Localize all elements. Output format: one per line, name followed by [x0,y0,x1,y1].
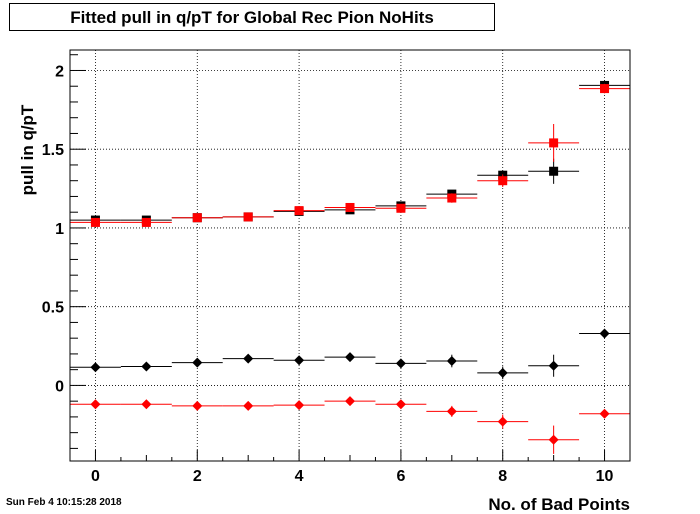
data-point-square [396,203,406,213]
data-point-square [294,206,304,216]
data-point-diamond [446,406,457,417]
data-point-diamond [395,358,406,369]
data-point-square [498,176,508,186]
data-point-square [600,84,610,94]
data-point-diamond [192,400,203,411]
data-point-diamond [446,356,457,367]
data-point-diamond [294,355,305,366]
data-point-diamond [243,353,254,364]
data-point-square [549,166,559,176]
data-point-square [141,217,151,227]
data-point-diamond [141,399,152,410]
x-tick-label: 6 [396,468,405,485]
y-tick-label: 2 [55,63,64,80]
timestamp: Sun Feb 4 10:15:28 2018 [6,497,122,508]
x-tick-label: 4 [295,468,304,485]
chart-title: Fitted pull in q/pT for Global Rec Pion … [70,8,434,27]
data-point-square [243,212,253,222]
data-point-square [549,138,559,148]
data-point-diamond [395,399,406,410]
data-point-diamond [90,399,101,410]
x-tick-label: 8 [498,468,507,485]
data-point-diamond [345,352,355,363]
data-point-diamond [548,360,559,371]
data-point-diamond [243,400,254,411]
chart-title-box: Fitted pull in q/pT for Global Rec Pion … [9,3,495,31]
data-point-diamond [497,416,508,427]
y-tick-label: 1 [55,221,64,238]
axis-ticks: 0 2 4 6 8 10 0 0.5 1 1.5 2 [42,54,631,485]
data-point-diamond [294,400,305,411]
data-point-diamond [599,408,610,419]
data-point-diamond [548,434,559,445]
x-tick-label: 0 [91,468,100,485]
data-point-diamond [141,361,152,372]
data-point-square [447,193,457,203]
data-point-diamond [599,328,610,339]
x-tick-label: 10 [596,468,614,485]
grid-lines [70,50,630,461]
data-point-square [345,202,355,212]
data-point-diamond [90,362,101,373]
y-axis-label: pull in q/pT [18,104,37,195]
x-axis-label: No. of Bad Points [488,495,630,514]
data-point-square [90,217,100,227]
y-tick-label: 0.5 [42,300,64,317]
data-layer [70,80,630,454]
x-tick-label: 2 [193,468,202,485]
data-point-diamond [345,396,355,407]
data-point-diamond [192,357,203,368]
y-tick-label: 1.5 [42,142,64,159]
data-point-square [192,213,202,223]
y-tick-label: 0 [55,378,64,395]
data-point-diamond [497,367,508,378]
